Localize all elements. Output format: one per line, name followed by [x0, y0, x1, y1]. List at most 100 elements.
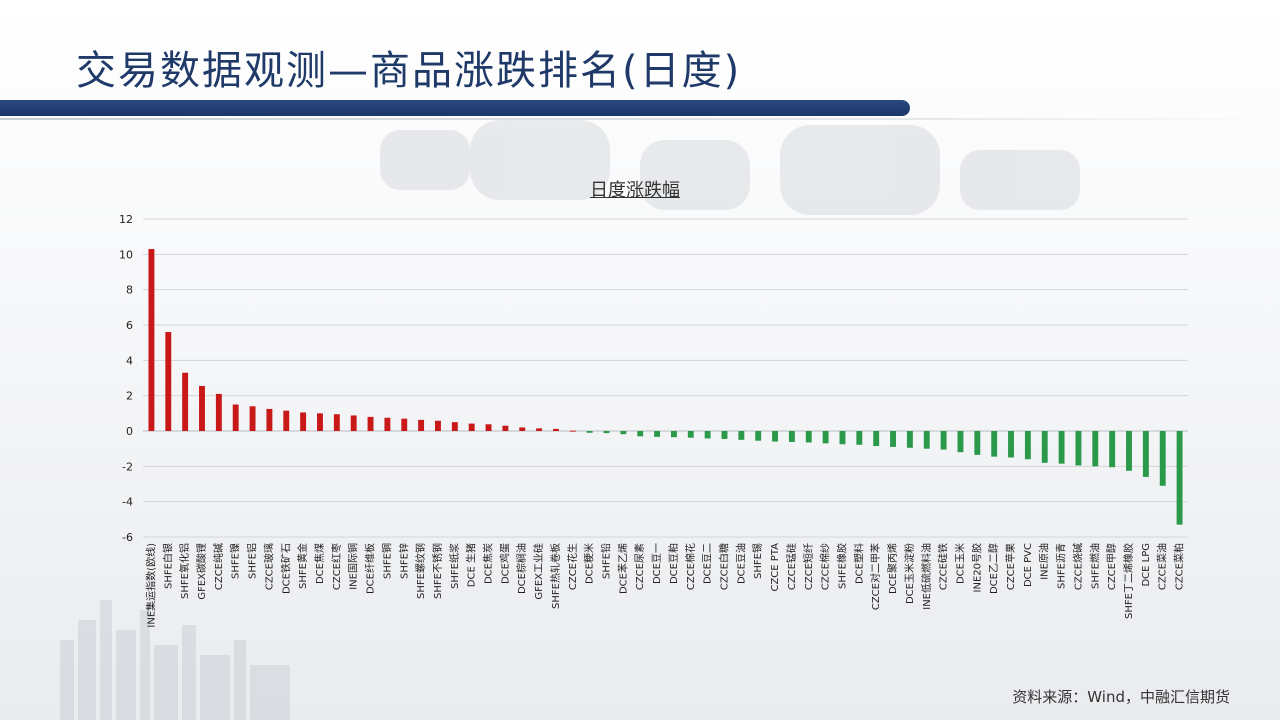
x-category-label: DCE豆一 — [651, 543, 663, 584]
x-category-label: SHFE锌 — [397, 543, 410, 579]
x-category-label: CZCE甲醇 — [1105, 543, 1118, 590]
bar — [856, 431, 863, 445]
bar — [839, 431, 846, 445]
x-category-label: DCE粳米 — [583, 543, 596, 584]
bar — [670, 431, 677, 438]
slide-title: 交易数据观测—商品涨跌排名(日度) — [76, 48, 742, 94]
x-category-label: SHFE铝 — [247, 543, 259, 579]
x-category-label: GFEX工业硅 — [532, 543, 545, 600]
bar — [974, 431, 981, 455]
x-category-label: SHFE铅 — [600, 543, 613, 579]
x-category-label: SHFE锡 — [751, 543, 764, 579]
header-bar — [0, 100, 910, 116]
x-category-label: INE20号胶 — [970, 543, 983, 592]
bar — [468, 423, 475, 431]
x-category-label: SHFE铜 — [381, 543, 393, 579]
x-category-label: CZCE花生 — [566, 543, 579, 590]
x-category-label: DCE棕榈油 — [515, 543, 528, 594]
y-tick-label: -2 — [122, 460, 133, 473]
x-category-label: CZCE烧碱 — [1071, 543, 1084, 590]
bar — [1058, 431, 1065, 464]
x-category-label: DCE乙二醇 — [987, 543, 1000, 594]
x-category-label: CZCE棉花 — [684, 543, 697, 590]
bar — [805, 431, 812, 443]
x-category-label: DCE焦炭 — [482, 543, 495, 584]
y-tick-label: 12 — [119, 213, 133, 226]
bar — [401, 418, 408, 431]
bar — [384, 417, 391, 431]
x-category-label: SHFE黄金 — [296, 543, 309, 589]
bar — [1109, 431, 1116, 468]
bar — [367, 416, 374, 431]
bar — [687, 431, 694, 438]
header-divider — [0, 118, 1280, 120]
bar — [1024, 431, 1031, 460]
bar — [1176, 431, 1183, 525]
x-category-label: SHFE燃油 — [1088, 543, 1101, 589]
bar — [890, 431, 896, 447]
x-category-label: DCE玉米淀粉 — [903, 543, 916, 604]
bar — [772, 431, 779, 442]
bar — [300, 412, 307, 431]
bar — [923, 431, 930, 449]
bar — [552, 428, 559, 431]
bar — [451, 422, 458, 431]
x-category-label: SHFE丁二烯橡胶 — [1122, 543, 1135, 619]
x-category-label: SHFE氧化铝 — [178, 543, 191, 599]
bar — [1008, 431, 1014, 458]
bar — [283, 410, 290, 431]
bar — [873, 431, 880, 447]
bar — [182, 372, 189, 431]
x-category-label: GFEX碳酸锂 — [195, 543, 208, 600]
bar — [654, 431, 661, 437]
x-category-label: DCE玉米 — [953, 543, 966, 584]
x-category-label: CZCE PTA — [770, 543, 781, 592]
x-category-label: CZCE短纤 — [802, 543, 815, 590]
bar — [232, 404, 239, 431]
x-category-label: SHFE橡胶 — [835, 543, 848, 589]
x-category-label: CZCE菜粕 — [1173, 543, 1186, 590]
bar — [249, 406, 256, 431]
y-tick-label: 2 — [126, 390, 133, 403]
bar — [165, 332, 172, 431]
y-tick-label: 10 — [119, 248, 133, 261]
chart-title: 日度涨跌幅 — [590, 180, 680, 201]
x-category-label: DCE豆油 — [734, 543, 747, 584]
bar — [519, 427, 526, 431]
x-category-label: DCE塑料 — [852, 543, 865, 584]
bar — [266, 408, 273, 431]
bar — [536, 428, 543, 431]
bar — [940, 431, 947, 450]
bar — [721, 431, 728, 439]
x-category-label: DCE豆二 — [702, 543, 714, 584]
bar — [1142, 431, 1149, 477]
bar — [418, 419, 425, 431]
x-category-label: CZCE纯碱 — [212, 543, 225, 590]
bar — [991, 431, 998, 457]
bar — [637, 431, 644, 437]
bar — [215, 393, 222, 431]
y-tick-label: -4 — [122, 496, 133, 509]
bar — [199, 385, 205, 431]
bar — [620, 431, 627, 435]
bar — [1159, 431, 1166, 486]
x-category-label: DCE聚丙烯 — [886, 543, 899, 594]
x-category-label: INE低硫燃料油 — [920, 543, 933, 610]
source-note: 资料来源：Wind，中融汇信期货 — [1012, 688, 1230, 706]
bar — [502, 425, 509, 431]
bar — [333, 414, 340, 431]
x-category-label: DCE 生猪 — [465, 543, 478, 587]
x-category-label: SHFE螺纹钢 — [414, 543, 427, 599]
x-category-label: CZCE尿素 — [633, 543, 646, 590]
x-category-label: CZCE菜油 — [1156, 543, 1169, 590]
x-category-label: INE国际铜 — [348, 543, 360, 590]
bar — [1092, 431, 1099, 467]
x-category-label: CZCE硅铁 — [937, 543, 950, 590]
x-category-label: SHFE不锈钢 — [431, 543, 444, 599]
bar — [603, 431, 610, 434]
x-category-label: DCE苯乙烯 — [616, 543, 629, 594]
bar — [1126, 431, 1132, 471]
x-category-label: CZCE苹果 — [1004, 543, 1017, 590]
bar — [317, 413, 323, 431]
